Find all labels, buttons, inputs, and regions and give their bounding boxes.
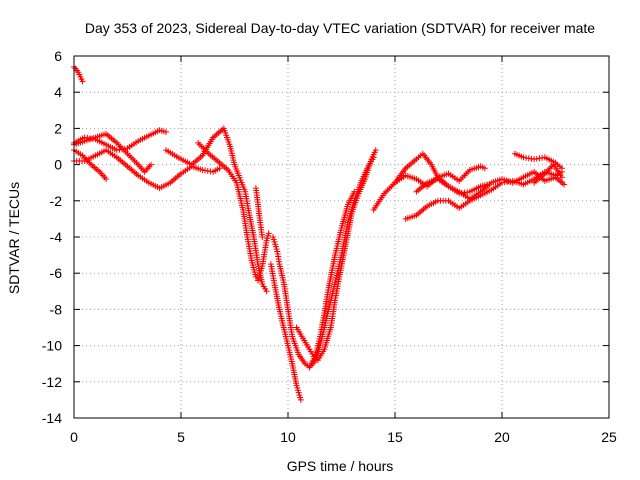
series-satellite-track-18 [531, 161, 565, 186]
y-tick-label: -14 [42, 410, 62, 426]
y-tick-label: -10 [42, 338, 62, 354]
data-point [370, 154, 377, 161]
series-satellite-track-9 [270, 188, 358, 371]
data-point [481, 165, 488, 172]
series-satellite-track-7 [195, 139, 272, 284]
y-tick-label: -6 [50, 265, 63, 281]
x-axis-label: GPS time / hours [287, 458, 394, 474]
data-point [79, 78, 86, 85]
data-point [163, 129, 170, 136]
series-satellite-track-6 [163, 125, 270, 295]
series-satellite-track-5 [71, 147, 110, 183]
x-tick-label: 20 [494, 429, 510, 445]
data-point [103, 176, 110, 183]
series-satellite-track-12 [306, 154, 377, 371]
data-point [259, 234, 266, 240]
series-satellite-track-10 [267, 261, 304, 403]
y-tick-label: -12 [42, 374, 62, 390]
data-point [148, 161, 155, 168]
data-point [558, 174, 565, 181]
x-tick-label: 10 [280, 429, 296, 445]
y-tick-label: 6 [54, 48, 62, 64]
y-tick-label: 2 [54, 120, 62, 136]
chart-title: Day 353 of 2023, Sidereal Day-to-day VTE… [85, 20, 595, 36]
data-point [252, 273, 259, 280]
series-satellite-track-1 [71, 63, 86, 85]
data-point [216, 165, 223, 172]
series-layer [71, 63, 568, 403]
series-satellite-track-14 [392, 150, 491, 197]
x-tick-label: 0 [70, 429, 78, 445]
x-tick-label: 15 [387, 429, 403, 445]
data-point [558, 165, 565, 172]
series-line [394, 152, 488, 195]
data-point [263, 288, 270, 295]
x-tick-label: 25 [601, 429, 617, 445]
y-tick-label: 0 [54, 157, 62, 173]
series-satellite-track-8 [252, 185, 266, 240]
y-tick-label: -2 [50, 193, 63, 209]
data-point [372, 147, 379, 154]
data-point [561, 181, 568, 188]
data-point [297, 396, 304, 403]
y-tick-label: -4 [50, 229, 63, 245]
y-tick-label: -8 [50, 301, 63, 317]
y-axis-label: SDTVAR / TECUs [6, 182, 22, 294]
series-satellite-track-17 [511, 150, 565, 172]
grid-layer [74, 56, 609, 418]
x-tick-label: 5 [177, 429, 185, 445]
data-point [265, 230, 272, 237]
y-tick-label: 4 [54, 84, 62, 100]
